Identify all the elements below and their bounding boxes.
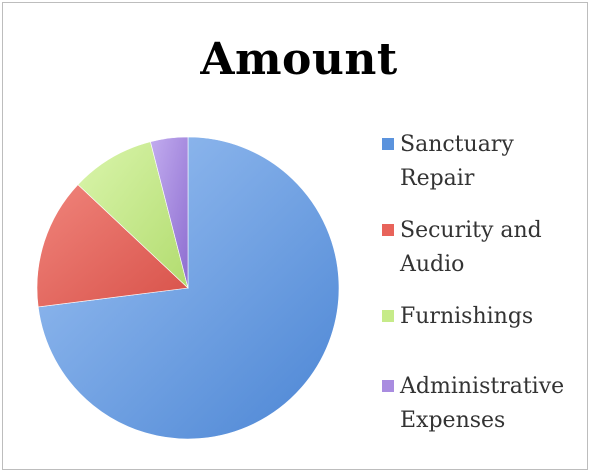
legend-label-line: Repair <box>400 166 475 191</box>
pie-slice-security-and-audio <box>36 184 189 308</box>
pie-chart <box>36 136 340 440</box>
legend-label-line: Sanctuary <box>400 132 514 157</box>
pie-slice-administrative-expenses <box>150 136 189 289</box>
legend-swatch-administrative-expenses <box>382 380 394 392</box>
legend-swatch-sanctuary-repair <box>382 138 394 150</box>
legend-label-furnishings: Furnishings <box>400 300 590 334</box>
pie-slice-sanctuary-repair <box>37 136 340 440</box>
legend-label-security-and-audio: Security and Audio <box>400 214 590 282</box>
legend-label-line: Administrative <box>400 374 565 399</box>
legend-swatch-furnishings <box>382 310 394 322</box>
legend-label-line: Furnishings <box>400 304 534 329</box>
pie-slice-furnishings <box>77 141 189 289</box>
legend-label-administrative-expenses: Administrative Expenses <box>400 370 590 438</box>
legend-label-line: Security and <box>400 218 542 243</box>
legend-label-line: Audio <box>400 252 465 277</box>
chart-title: Amount <box>200 34 398 85</box>
legend-label-sanctuary-repair: Sanctuary Repair <box>400 128 590 196</box>
legend-label-line: Expenses <box>400 408 506 433</box>
legend-swatch-security-and-audio <box>382 224 394 236</box>
